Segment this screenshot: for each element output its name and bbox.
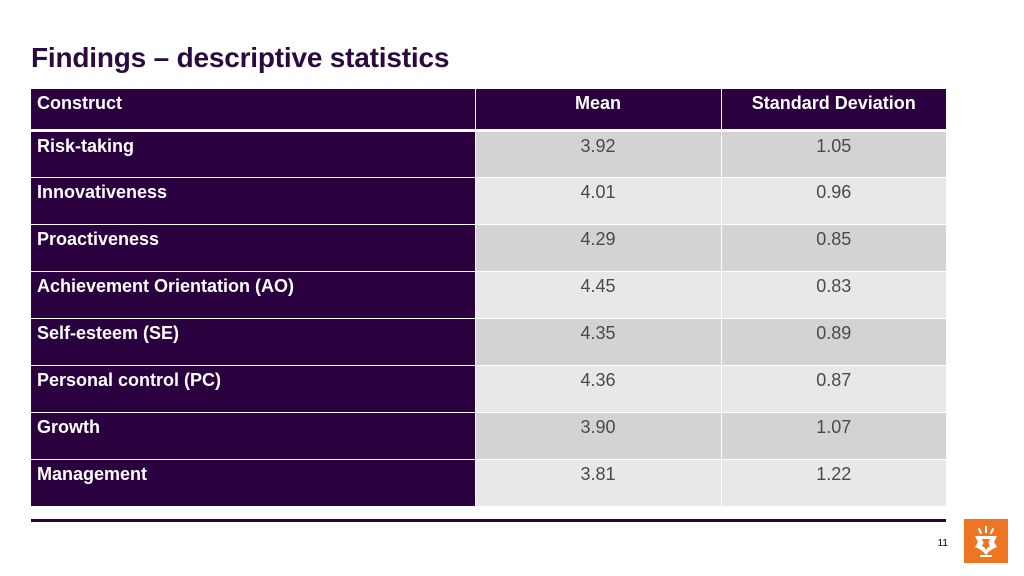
mean-cell: 4.45 (474, 270, 721, 318)
table-header-row: Construct Mean Standard Deviation (31, 89, 946, 132)
table-row: Innovativeness 4.01 0.96 (31, 176, 946, 224)
table-row: Growth 3.90 1.07 (31, 411, 946, 459)
mean-cell: 4.01 (474, 176, 721, 224)
sd-cell: 0.89 (720, 317, 946, 365)
table-row: Self-esteem (SE) 4.35 0.89 (31, 317, 946, 365)
construct-cell: Innovativeness (31, 176, 475, 224)
construct-cell: Self-esteem (SE) (31, 317, 475, 365)
descriptive-statistics-table: Construct Mean Standard Deviation Risk-t… (31, 89, 946, 506)
header-mean: Mean (474, 89, 721, 132)
university-logo (964, 519, 1008, 563)
construct-cell: Risk-taking (31, 129, 475, 177)
construct-cell: Personal control (PC) (31, 364, 475, 412)
table-row: Proactiveness 4.29 0.85 (31, 223, 946, 271)
construct-cell: Growth (31, 411, 475, 459)
sd-cell: 1.22 (720, 458, 946, 506)
university-crest-icon (975, 526, 997, 557)
footer-divider (31, 519, 946, 522)
construct-cell: Proactiveness (31, 223, 475, 271)
mean-cell: 4.35 (474, 317, 721, 365)
header-construct: Construct (31, 89, 475, 132)
mean-cell: 3.81 (474, 458, 721, 506)
page-number: 11 (937, 538, 948, 549)
table-row: Risk-taking 3.92 1.05 (31, 129, 946, 177)
mean-cell: 3.90 (474, 411, 721, 459)
mean-cell: 3.92 (474, 129, 721, 177)
sd-cell: 0.85 (720, 223, 946, 271)
sd-cell: 0.87 (720, 364, 946, 412)
mean-cell: 4.36 (474, 364, 721, 412)
construct-cell: Management (31, 458, 475, 506)
table-row: Personal control (PC) 4.36 0.87 (31, 364, 946, 412)
mean-cell: 4.29 (474, 223, 721, 271)
sd-cell: 0.96 (720, 176, 946, 224)
table-row: Management 3.81 1.22 (31, 458, 946, 506)
construct-cell: Achievement Orientation (AO) (31, 270, 475, 318)
slide-title: Findings – descriptive statistics (31, 42, 450, 73)
sd-cell: 1.07 (720, 411, 946, 459)
header-standard-deviation: Standard Deviation (720, 89, 946, 132)
sd-cell: 0.83 (720, 270, 946, 318)
sd-cell: 1.05 (720, 129, 946, 177)
table-row: Achievement Orientation (AO) 4.45 0.83 (31, 270, 946, 318)
